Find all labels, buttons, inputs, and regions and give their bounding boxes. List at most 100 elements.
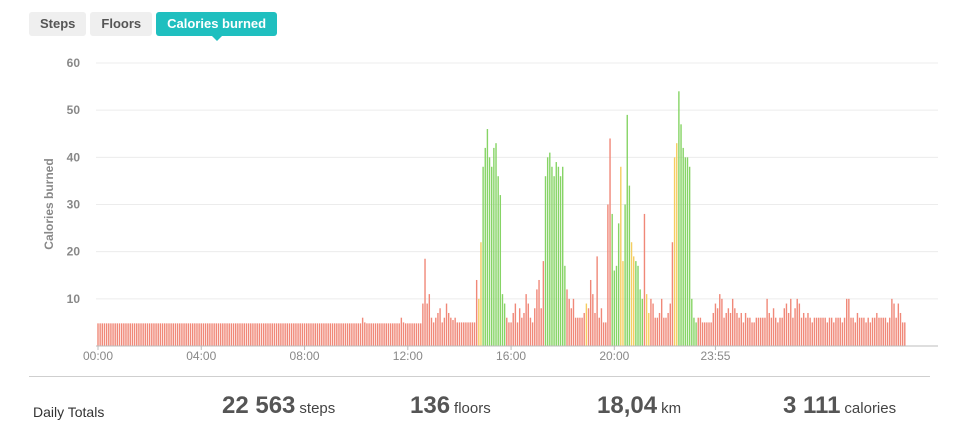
bar — [684, 157, 687, 346]
bar — [538, 279, 540, 346]
bar — [118, 323, 121, 346]
daily-totals: Daily Totals 22 563 steps 136 floors 18,04… — [0, 390, 959, 430]
bar — [321, 323, 323, 346]
bar — [379, 323, 381, 346]
bar — [865, 322, 867, 346]
total-steps-unit: steps — [299, 400, 336, 417]
tab-steps[interactable]: Steps — [29, 12, 87, 36]
bar — [602, 322, 605, 346]
bar — [101, 323, 103, 346]
bar — [781, 317, 783, 346]
bar — [396, 323, 398, 346]
bar — [605, 322, 607, 346]
bar — [809, 317, 811, 346]
tab-floors[interactable]: Floors — [90, 12, 153, 36]
bar — [856, 312, 859, 346]
tab-calories-burned[interactable]: Calories burned — [156, 12, 278, 41]
bar — [770, 317, 773, 346]
bar — [611, 213, 613, 346]
bar — [536, 289, 538, 346]
bar — [546, 157, 549, 346]
bar — [258, 323, 261, 346]
total-floors-value: 136 — [410, 392, 451, 419]
bar — [159, 323, 162, 346]
bar — [878, 317, 880, 346]
bar — [876, 312, 878, 346]
bar — [478, 298, 480, 346]
bar — [891, 298, 893, 346]
bar — [701, 322, 704, 346]
bar — [148, 323, 151, 346]
bar — [506, 317, 508, 346]
bar — [123, 323, 125, 346]
bar — [349, 323, 351, 346]
bar — [852, 317, 854, 346]
bar — [110, 323, 112, 346]
bar — [355, 323, 357, 346]
x-axis-ticks: 00:00 04:00 08:00 12:00 16:00 20:00 23:55 — [83, 346, 731, 363]
bar — [269, 323, 271, 346]
chart-tabs: Steps Floors Calories burned — [29, 12, 278, 41]
bar — [620, 166, 622, 346]
bar — [568, 298, 570, 346]
bar — [329, 323, 332, 346]
bar — [497, 176, 499, 346]
bar — [542, 261, 545, 346]
bar — [226, 323, 228, 346]
bar — [488, 157, 491, 346]
bar — [710, 322, 712, 346]
y-tick-label: 50 — [67, 103, 81, 117]
bar — [99, 323, 101, 346]
bar — [411, 323, 413, 346]
bar — [127, 323, 129, 346]
bar — [452, 320, 454, 346]
bar — [747, 317, 749, 346]
bar — [314, 323, 316, 346]
bar — [376, 323, 379, 346]
bar — [680, 124, 682, 346]
bar — [645, 294, 648, 346]
bar — [727, 308, 730, 346]
daily-totals-label: Daily Totals — [33, 404, 105, 420]
bar — [185, 323, 187, 346]
bar — [340, 323, 342, 346]
bar — [534, 308, 536, 346]
bar — [364, 322, 366, 346]
bar — [344, 323, 347, 346]
bar — [508, 322, 510, 346]
bar — [815, 317, 818, 346]
bar — [738, 317, 740, 346]
bar — [138, 323, 140, 346]
bar — [688, 166, 691, 346]
bar — [346, 323, 349, 346]
bar — [648, 312, 650, 346]
bar — [428, 294, 431, 346]
bar — [564, 265, 566, 346]
bar — [589, 279, 592, 346]
bar — [818, 317, 820, 346]
bar — [155, 323, 157, 346]
bar — [820, 317, 822, 346]
bar — [475, 279, 478, 346]
bar — [787, 312, 790, 346]
bar — [880, 317, 882, 346]
bar — [420, 323, 422, 346]
bar — [579, 317, 581, 346]
bar — [802, 312, 805, 346]
bar — [540, 308, 542, 346]
bar — [600, 308, 603, 346]
bar — [734, 308, 736, 346]
bar — [299, 323, 301, 346]
bar — [598, 317, 600, 346]
bar — [407, 323, 409, 346]
x-tick-label: 20:00 — [599, 349, 629, 363]
bar — [723, 317, 725, 346]
bar — [501, 294, 504, 346]
bar — [551, 166, 553, 346]
bar — [271, 323, 273, 346]
bar — [592, 294, 594, 346]
bar — [179, 323, 181, 346]
bar — [189, 323, 192, 346]
bar — [374, 323, 377, 346]
bar — [673, 157, 676, 346]
